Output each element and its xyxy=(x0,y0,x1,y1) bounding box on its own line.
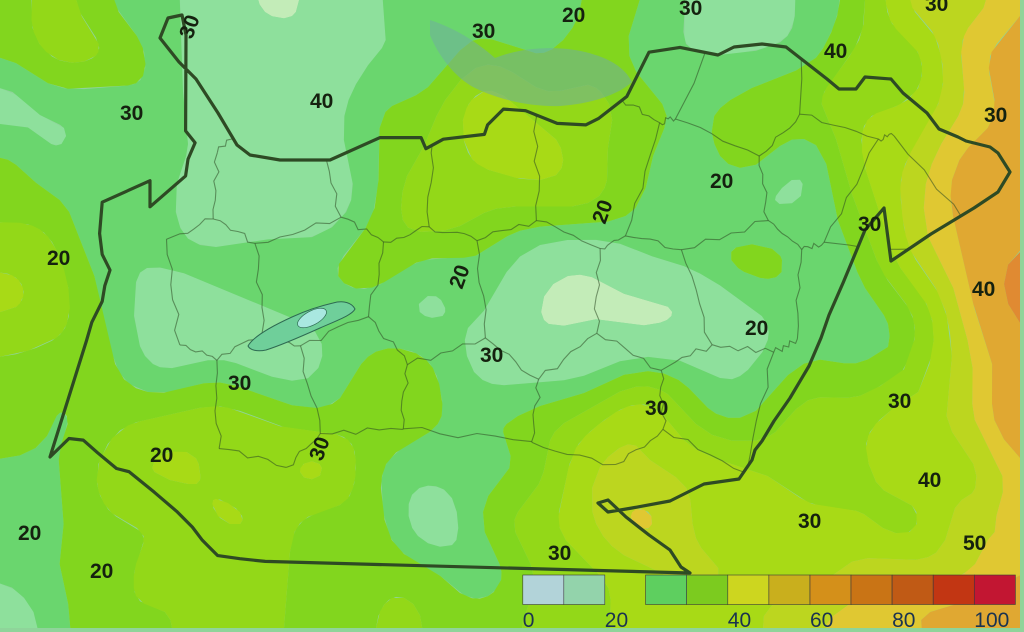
svg-text:40: 40 xyxy=(728,609,751,632)
svg-text:30: 30 xyxy=(472,20,495,43)
svg-text:0: 0 xyxy=(523,609,535,632)
svg-text:20: 20 xyxy=(562,4,585,27)
svg-text:30: 30 xyxy=(480,344,503,367)
svg-text:30: 30 xyxy=(548,542,571,565)
svg-text:30: 30 xyxy=(120,102,143,125)
svg-text:30: 30 xyxy=(645,397,668,420)
svg-text:40: 40 xyxy=(918,469,941,492)
svg-text:40: 40 xyxy=(972,278,995,301)
svg-text:20: 20 xyxy=(150,444,173,467)
svg-text:30: 30 xyxy=(888,390,911,413)
svg-text:20: 20 xyxy=(47,247,70,270)
svg-text:30: 30 xyxy=(798,510,821,533)
svg-text:20: 20 xyxy=(90,560,113,583)
svg-text:50: 50 xyxy=(963,532,986,555)
svg-text:20: 20 xyxy=(745,317,768,340)
svg-text:30: 30 xyxy=(679,0,702,20)
svg-text:30: 30 xyxy=(925,0,948,16)
svg-text:60: 60 xyxy=(810,609,833,632)
svg-text:30: 30 xyxy=(858,213,881,236)
svg-text:40: 40 xyxy=(824,40,847,63)
svg-text:20: 20 xyxy=(710,170,733,193)
svg-text:80: 80 xyxy=(892,609,915,632)
svg-text:100: 100 xyxy=(974,609,1009,632)
svg-text:30: 30 xyxy=(228,372,251,395)
svg-text:30: 30 xyxy=(984,104,1007,127)
svg-text:20: 20 xyxy=(18,522,41,545)
svg-text:40: 40 xyxy=(310,90,333,113)
svg-text:20: 20 xyxy=(605,609,628,632)
